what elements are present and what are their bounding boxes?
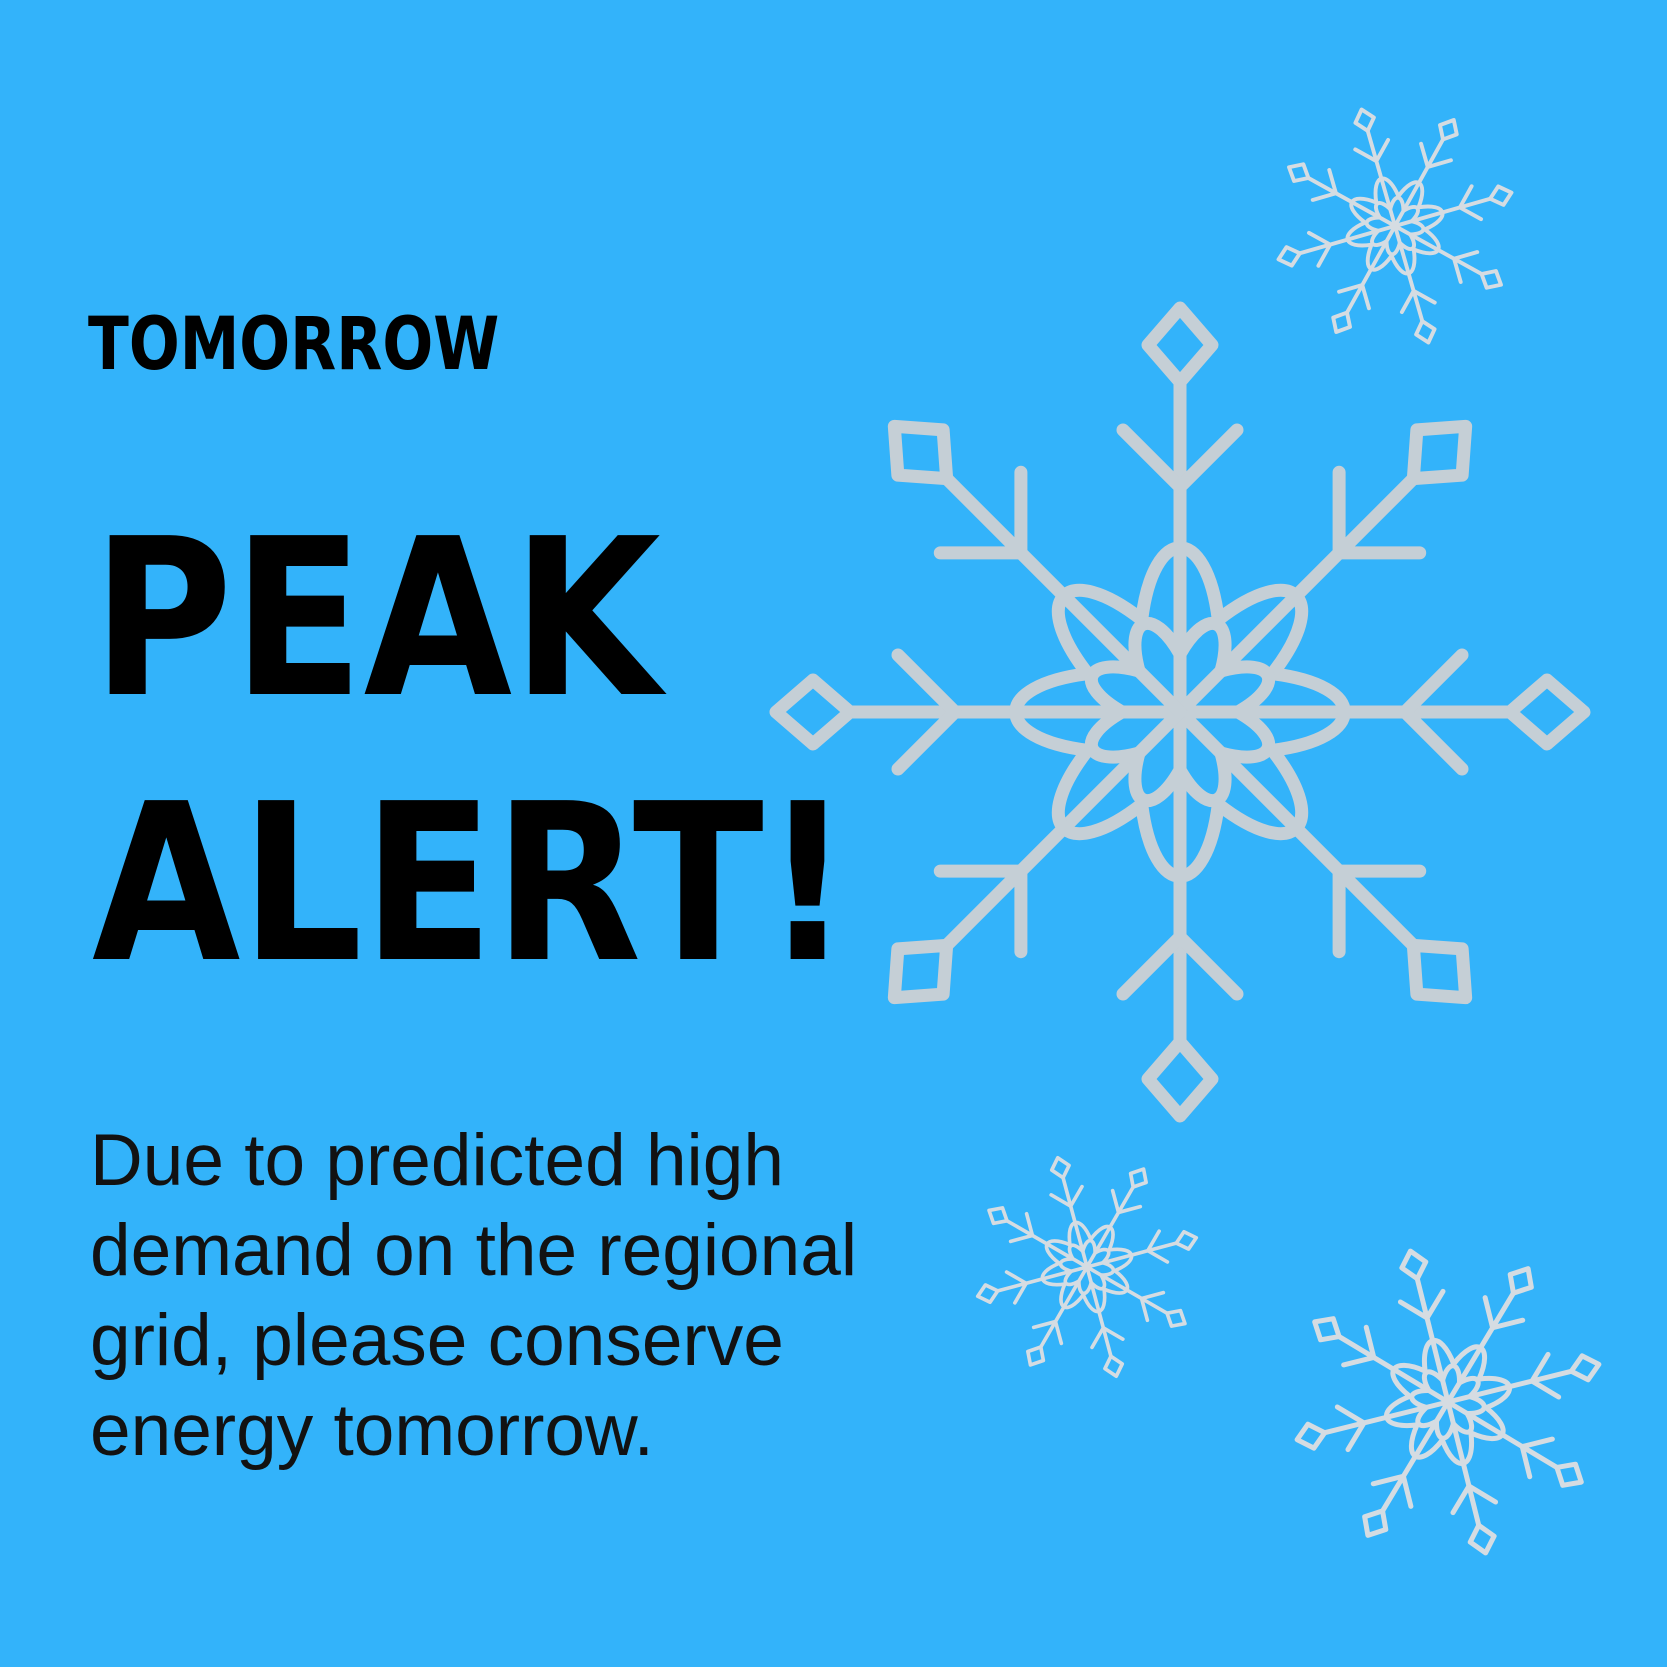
snowflake-bottom-middle-icon [948, 1128, 1225, 1405]
snowflake-large-icon [776, 308, 1584, 1116]
body-line-4: energy tomorrow. [90, 1390, 654, 1471]
body-copy: Due to predicted high demand on the regi… [90, 1116, 857, 1476]
headline-line-1: PEAK [92, 493, 661, 746]
body-line-2: demand on the regional [90, 1210, 858, 1291]
event-timing-label: TOMORROW [88, 302, 500, 387]
headline-line-2: ALERT! [92, 758, 852, 1011]
snowflake-top-right-icon [1245, 76, 1545, 376]
body-line-1: Due to predicted high [90, 1120, 784, 1201]
snowflake-bottom-right-icon [1259, 1213, 1636, 1590]
body-line-3: grid, please conserve [90, 1300, 784, 1381]
